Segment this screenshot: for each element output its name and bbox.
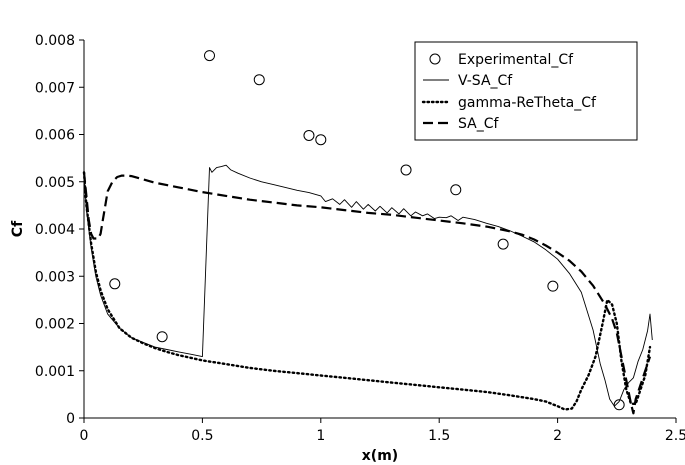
legend-marker-experimental	[429, 53, 441, 65]
series-line-v-sa-cf	[83, 164, 653, 407]
data-point-experimental-cf	[613, 399, 625, 411]
x-tick-label: 0.5	[191, 428, 213, 444]
y-tick-label: 0.003	[35, 269, 75, 285]
y-tick-label: 0.008	[35, 33, 75, 49]
x-tick-label: 2.5	[665, 428, 685, 444]
series-line-gamma-retheta-cf	[82, 171, 652, 411]
y-axis-title: Cf	[10, 220, 26, 237]
y-tick-label: 0.006	[35, 128, 75, 144]
data-point-experimental-cf	[547, 280, 559, 292]
y-tick-label: 0.001	[35, 364, 75, 380]
data-point-experimental-cf	[156, 331, 168, 343]
y-tick-label: 0	[66, 411, 75, 427]
y-tick-label: 0.005	[35, 175, 75, 191]
legend-label-vsa: V-SA_Cf	[458, 73, 513, 89]
legend-label-sa: SA_Cf	[458, 116, 499, 132]
legend-box	[414, 41, 638, 141]
y-ticks: 0 0.001 0.002 0.003 0.004 0.005 0.006 0.007 0.00…	[35, 33, 84, 427]
data-point-experimental-cf	[450, 184, 462, 196]
x-tick-label: 1	[316, 428, 325, 444]
x-tick-label: 0	[80, 428, 89, 444]
data-point-experimental-cf	[204, 50, 216, 62]
axes: 0 0.5 1 1.5 2 2.5 00.0010.0020.0030.0040.0050…	[10, 33, 685, 464]
data-point-experimental-cf	[253, 74, 265, 86]
legend-label-experimental: Experimental_Cf	[458, 52, 574, 68]
plot-area	[82, 50, 653, 415]
x-ticks: 0 0.5 1 1.5 2 2.5	[80, 418, 685, 444]
y-tick-label: 0.002	[35, 317, 75, 333]
legend-label-gamma: gamma-ReTheta_Cf	[458, 95, 597, 111]
data-point-experimental-cf	[400, 164, 412, 176]
legend: Experimental_Cf V-SA_Cf gamma-ReTheta_Cf…	[414, 41, 638, 141]
y-tick-label: 0.004	[35, 222, 75, 238]
data-point-experimental-cf	[109, 278, 121, 290]
x-tick-label: 2	[553, 428, 562, 444]
data-point-experimental-cf	[315, 134, 327, 146]
series-line-sa-cf	[82, 172, 652, 415]
data-point-experimental-cf	[497, 238, 509, 250]
x-axis-title: x(m)	[362, 448, 398, 464]
data-point-experimental-cf	[303, 129, 315, 141]
y-tick-label: 0.007	[35, 80, 75, 96]
x-tick-label: 1.5	[428, 428, 450, 444]
